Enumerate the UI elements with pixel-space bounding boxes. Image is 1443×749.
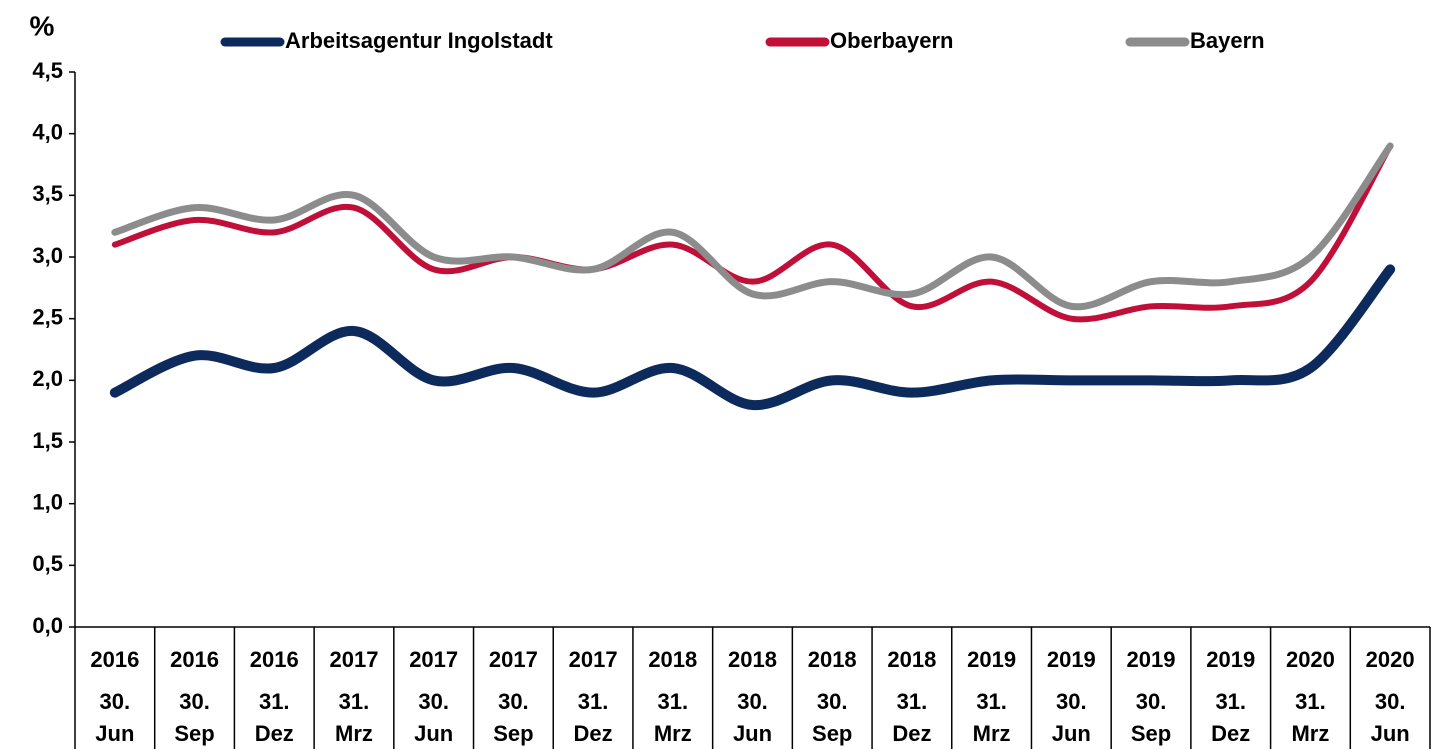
y-tick-label: 3,5 bbox=[32, 181, 63, 206]
x-year-label: 2018 bbox=[807, 647, 857, 672]
x-year-label: 2017 bbox=[488, 647, 538, 672]
x-year-label: 2018 bbox=[728, 647, 777, 672]
y-tick-label: 1,5 bbox=[32, 428, 63, 453]
x-tick-label: 31. Mrz bbox=[972, 689, 1011, 746]
x-tick-label: 31. Dez bbox=[573, 689, 613, 746]
x-year-label: 2020 bbox=[1365, 647, 1415, 672]
x-year-label: 2018 bbox=[887, 647, 937, 672]
x-year-label: 2017 bbox=[568, 647, 618, 672]
y-tick-label: 4,0 bbox=[32, 119, 63, 144]
x-year-label: 2019 bbox=[967, 647, 1017, 672]
y-tick-label: 1,0 bbox=[32, 489, 63, 514]
x-year-label: 2020 bbox=[1285, 647, 1335, 672]
series-line bbox=[111, 142, 1394, 311]
x-tick-label: 31. Dez bbox=[892, 689, 932, 746]
x-tick-label: 30. Sep bbox=[174, 689, 215, 746]
y-tick-label: 3,0 bbox=[32, 243, 63, 268]
x-year-label: 2019 bbox=[1126, 647, 1176, 672]
x-tick-label: 31. Mrz bbox=[1291, 689, 1330, 746]
x-year-label: 2017 bbox=[329, 647, 379, 672]
series-line bbox=[109, 264, 1396, 411]
x-year-label: 2016 bbox=[90, 647, 140, 672]
y-tick-label: 2,5 bbox=[32, 304, 63, 329]
y-tick-label: 0,0 bbox=[32, 613, 63, 638]
x-tick-label: 31. Dez bbox=[254, 689, 294, 746]
x-tick-label: 30. Sep bbox=[812, 689, 853, 746]
x-tick-label: 31. Mrz bbox=[653, 689, 692, 746]
x-tick-label: 30. Jun bbox=[732, 689, 773, 746]
x-tick-label: 30. Jun bbox=[1051, 689, 1091, 746]
y-tick-label: 0,5 bbox=[32, 551, 63, 576]
legend-label: Oberbayern bbox=[830, 28, 954, 53]
x-year-label: 2019 bbox=[1206, 647, 1256, 672]
legend-label: Bayern bbox=[1190, 28, 1265, 53]
y-tick-label: 4,5 bbox=[32, 58, 63, 83]
legend-label: Arbeitsagentur Ingolstadt bbox=[285, 28, 553, 53]
x-year-label: 2019 bbox=[1046, 647, 1096, 672]
x-year-label: 2018 bbox=[648, 647, 698, 672]
x-tick-label: 30. Jun bbox=[1370, 689, 1410, 746]
x-year-label: 2017 bbox=[409, 647, 459, 672]
x-tick-label: 31. Dez bbox=[1211, 689, 1251, 746]
x-year-label: 2016 bbox=[170, 647, 220, 672]
x-tick-label: 31. Mrz bbox=[335, 689, 373, 746]
x-tick-label: 30. Jun bbox=[414, 689, 454, 746]
series-line bbox=[111, 143, 1394, 323]
y-unit: % bbox=[30, 10, 55, 41]
x-tick-label: 30. Sep bbox=[1130, 689, 1172, 746]
y-tick-label: 2,0 bbox=[32, 366, 63, 391]
x-tick-label: 30. Jun bbox=[95, 689, 135, 746]
x-year-label: 2016 bbox=[249, 647, 299, 672]
x-tick-label: 30. Sep bbox=[493, 689, 534, 746]
